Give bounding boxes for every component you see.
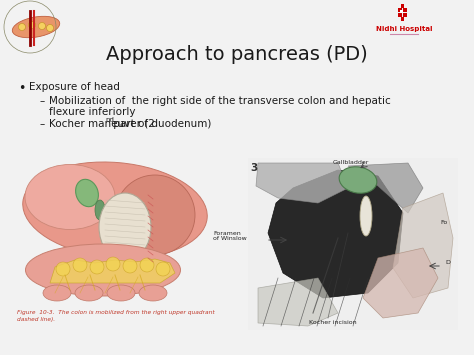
Text: Nidhi Hospital: Nidhi Hospital — [376, 26, 432, 32]
Text: flexure inferiorly: flexure inferiorly — [49, 107, 136, 117]
Ellipse shape — [99, 193, 151, 261]
Text: •: • — [18, 82, 26, 95]
Ellipse shape — [76, 179, 99, 207]
Ellipse shape — [115, 175, 195, 255]
Circle shape — [18, 23, 26, 31]
Circle shape — [56, 262, 70, 276]
Text: Fo: Fo — [440, 220, 447, 225]
Circle shape — [73, 258, 87, 272]
Ellipse shape — [26, 244, 181, 296]
Ellipse shape — [43, 285, 71, 301]
Circle shape — [46, 24, 54, 32]
Polygon shape — [393, 193, 453, 298]
Text: Figure  10-3.  The colon is mobilized from the right upper quadrant: Figure 10-3. The colon is mobilized from… — [17, 310, 215, 315]
Polygon shape — [256, 163, 348, 203]
Text: –: – — [40, 119, 45, 129]
Bar — [398, 8, 402, 12]
Text: Kocher incision: Kocher incision — [309, 320, 357, 325]
Ellipse shape — [12, 16, 60, 38]
Circle shape — [140, 258, 154, 272]
Circle shape — [38, 22, 46, 29]
Ellipse shape — [25, 164, 115, 229]
Text: nd: nd — [105, 117, 114, 123]
Text: dashed line).: dashed line). — [17, 317, 55, 322]
Polygon shape — [50, 259, 175, 283]
Bar — [398, 13, 402, 17]
Text: Mobilization of  the right side of the transverse colon and hepatic: Mobilization of the right side of the tr… — [49, 96, 391, 106]
Bar — [401, 17, 404, 21]
Ellipse shape — [23, 162, 207, 258]
Polygon shape — [363, 248, 438, 318]
Circle shape — [123, 259, 137, 273]
Ellipse shape — [107, 285, 135, 301]
Text: D: D — [445, 260, 450, 265]
Ellipse shape — [95, 200, 105, 220]
Bar — [401, 10, 403, 13]
Circle shape — [90, 260, 104, 274]
Bar — [403, 8, 407, 12]
Text: Gallbladder: Gallbladder — [333, 160, 369, 165]
Ellipse shape — [75, 285, 103, 301]
Circle shape — [106, 257, 120, 271]
Polygon shape — [258, 278, 338, 326]
Bar — [248, 158, 458, 330]
Circle shape — [156, 262, 170, 276]
Bar — [403, 13, 407, 17]
Ellipse shape — [139, 285, 167, 301]
Text: Kocher maneuver (2: Kocher maneuver (2 — [49, 119, 155, 129]
Text: –: – — [40, 96, 45, 106]
Text: Exposure of head: Exposure of head — [29, 82, 120, 92]
Ellipse shape — [360, 196, 372, 236]
Polygon shape — [268, 170, 403, 298]
Text: part of duodenum): part of duodenum) — [110, 119, 211, 129]
Text: Foramen
of Winslow: Foramen of Winslow — [213, 231, 247, 241]
Ellipse shape — [339, 167, 377, 193]
Text: Approach to pancreas (PD): Approach to pancreas (PD) — [106, 45, 368, 65]
Polygon shape — [348, 163, 423, 213]
Text: 3: 3 — [250, 163, 257, 173]
Circle shape — [28, 22, 36, 28]
Bar — [401, 4, 404, 8]
